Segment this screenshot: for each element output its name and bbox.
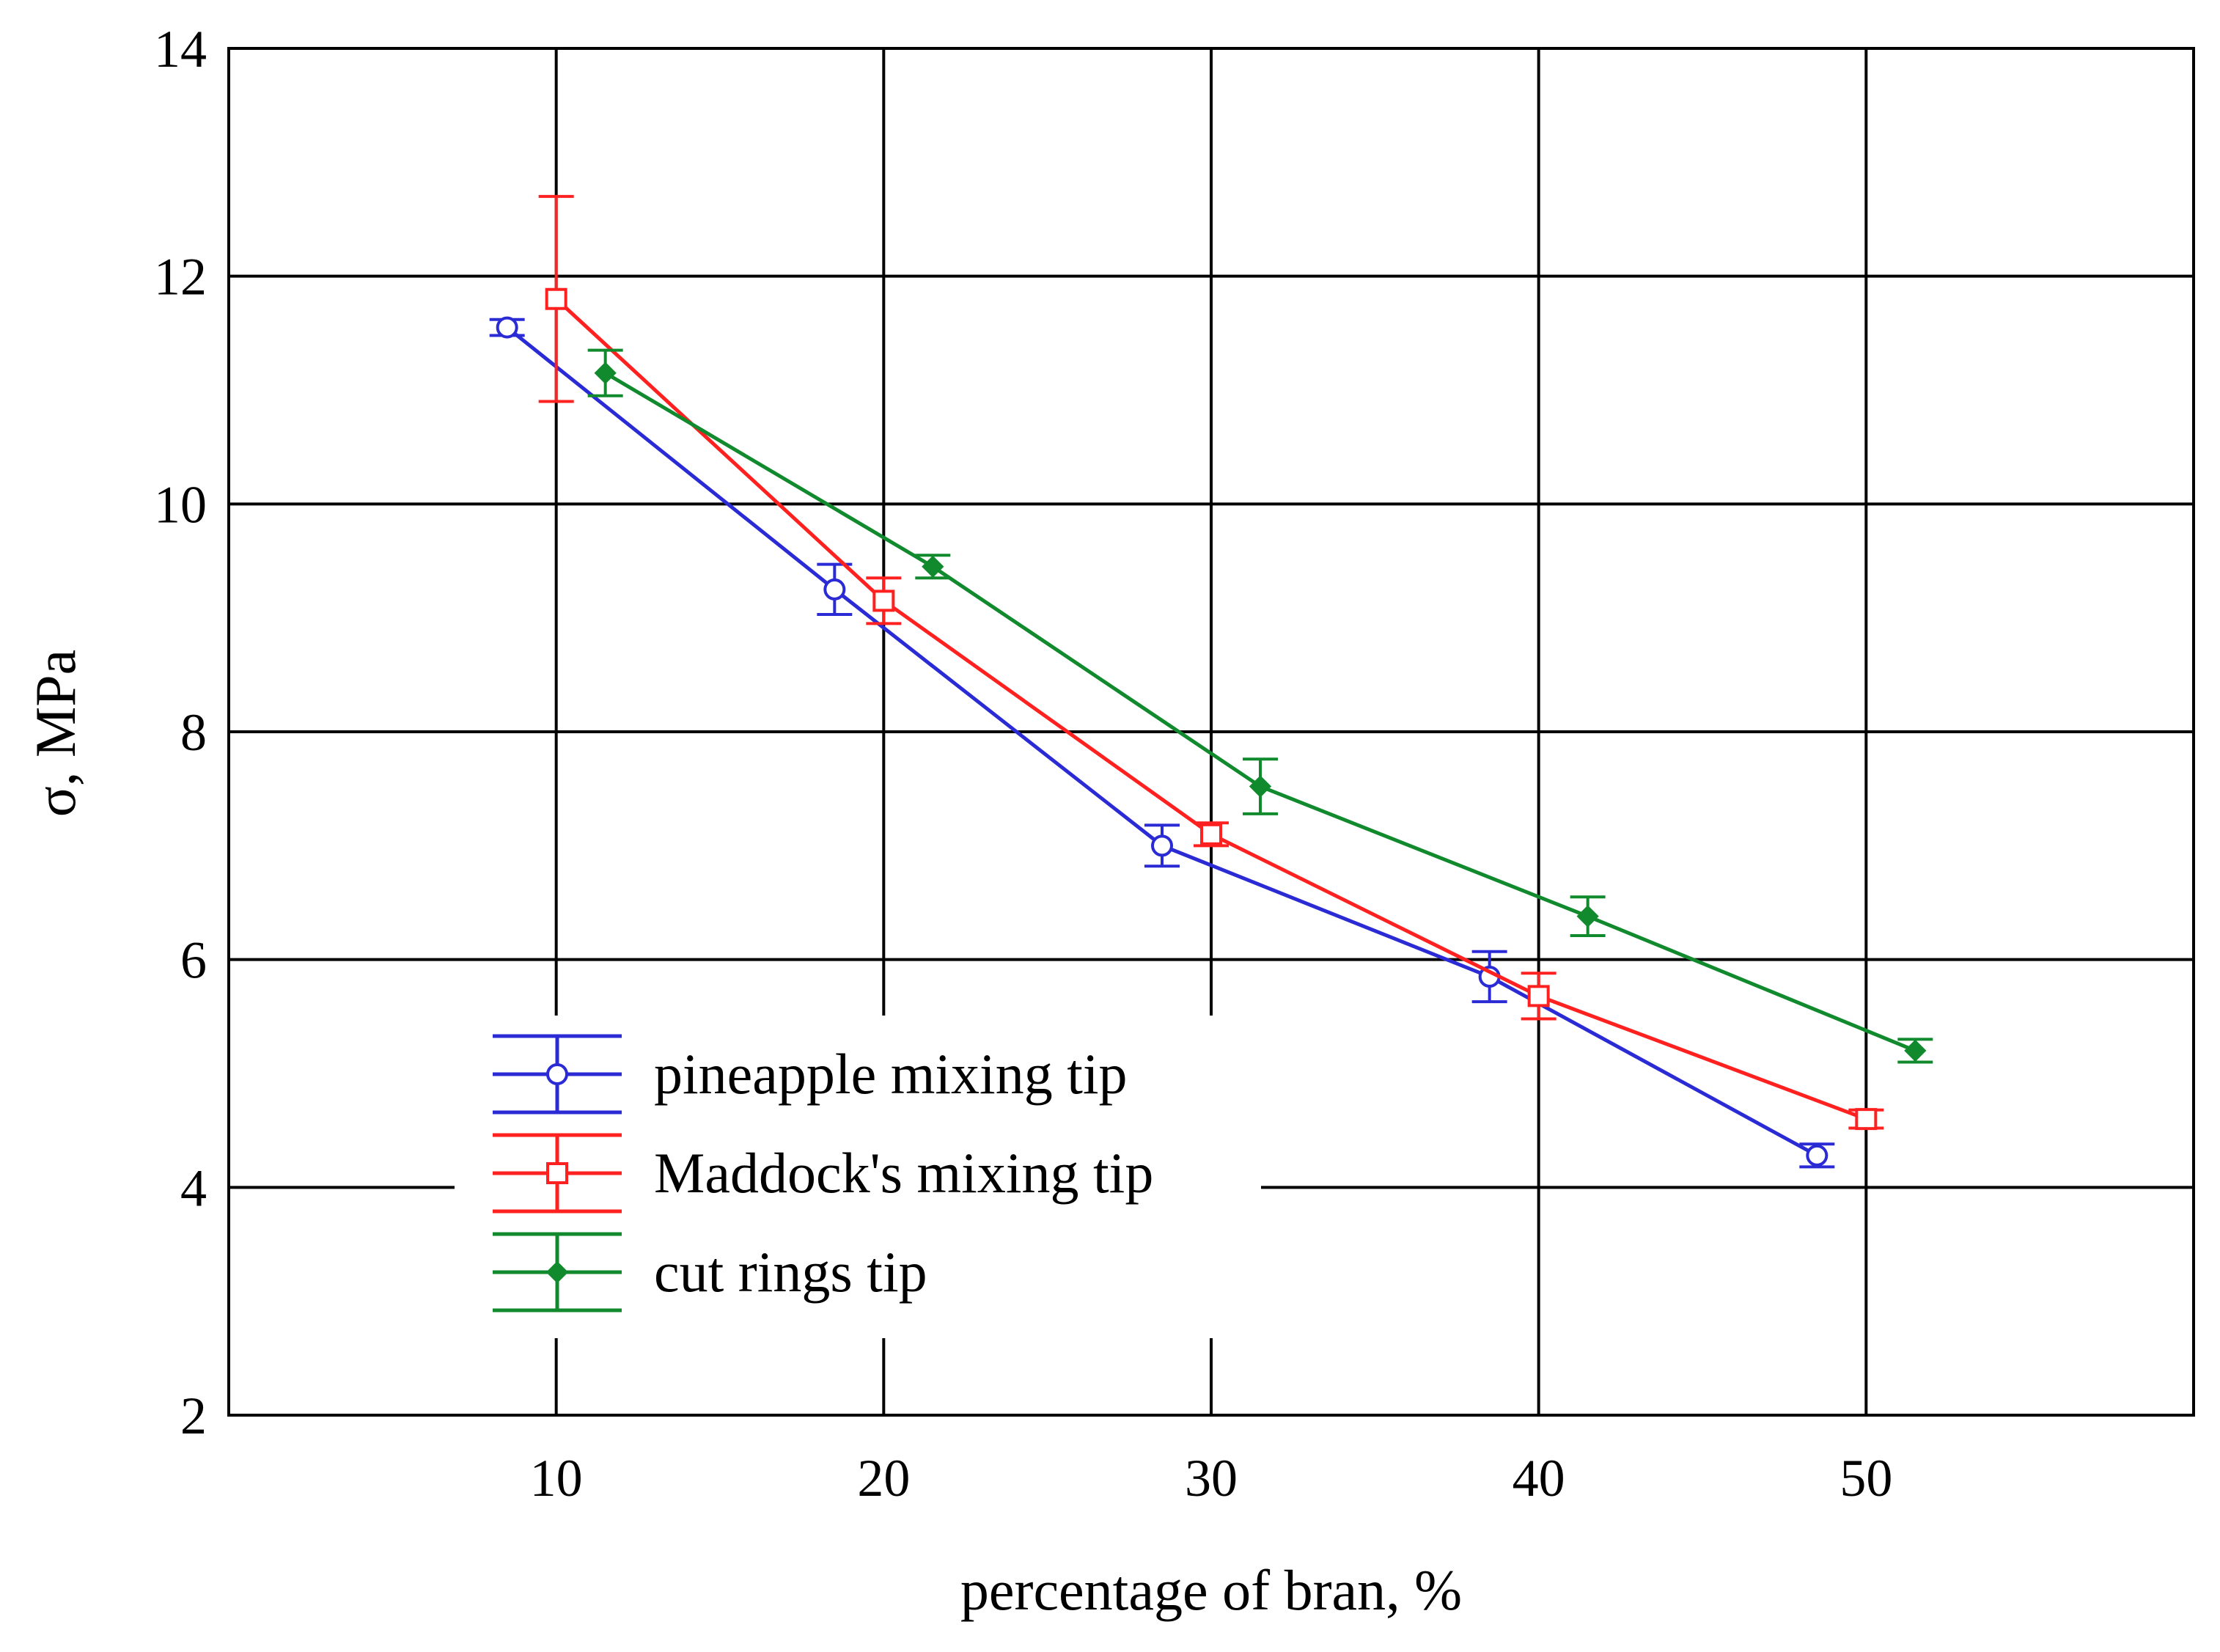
series-1: [538, 194, 1884, 1131]
series-2: [587, 348, 1933, 1064]
data-point: [1576, 905, 1599, 928]
legend-label: Maddock's mixing tip: [654, 1141, 1153, 1205]
legend-entry-2: cut rings tip: [493, 1232, 927, 1313]
y-tick-label: 6: [180, 931, 207, 990]
y-axis-label: σ, MPa: [23, 650, 87, 817]
data-point: [922, 555, 944, 578]
data-point: [1200, 823, 1222, 845]
x-tick-label: 10: [530, 1449, 583, 1508]
legend-swatch-marker: [546, 1063, 568, 1085]
data-point: [496, 316, 518, 339]
y-tick-label: 2: [180, 1387, 207, 1445]
data-point: [1904, 1039, 1927, 1062]
series-layer: [489, 194, 1933, 1169]
y-tick-label: 10: [154, 475, 207, 534]
x-tick-label: 30: [1185, 1449, 1238, 1508]
x-tick-label: 50: [1839, 1449, 1892, 1508]
y-tick-label: 12: [154, 248, 207, 306]
data-point: [1527, 985, 1550, 1007]
data-point: [1855, 1108, 1878, 1131]
y-tick-label: 8: [180, 703, 207, 762]
y-tick-label: 4: [180, 1159, 207, 1217]
legend-entry-1: Maddock's mixing tip: [493, 1133, 1153, 1214]
legend-entry-0: pineapple mixing tip: [493, 1034, 1128, 1115]
legend-label: cut rings tip: [654, 1240, 927, 1304]
y-tick-label: 14: [154, 20, 207, 78]
data-point: [823, 578, 846, 601]
x-tick-label: 20: [857, 1449, 910, 1508]
series-0: [489, 316, 1835, 1169]
series-line: [604, 371, 1916, 1053]
data-point: [1806, 1144, 1828, 1167]
legend-swatch-marker: [545, 1260, 569, 1284]
data-point: [594, 361, 617, 384]
legend: pineapple mixing tip Maddock's mixing tip…: [493, 1034, 1153, 1313]
legend-background: [455, 1016, 1261, 1338]
x-axis-label: percentage of bran, %: [960, 1558, 1462, 1622]
x-tick-label: 40: [1513, 1449, 1565, 1508]
data-point: [1249, 775, 1272, 798]
data-point: [1151, 834, 1173, 857]
data-point: [545, 287, 567, 310]
legend-label: pineapple mixing tip: [654, 1042, 1128, 1106]
tick-labels: 10 20 30 40 50 2 4 6 8 10 12 14: [154, 20, 1892, 1508]
legend-swatch-marker: [546, 1162, 568, 1184]
plot-area-frame: [227, 47, 2195, 1417]
data-point: [872, 590, 895, 612]
